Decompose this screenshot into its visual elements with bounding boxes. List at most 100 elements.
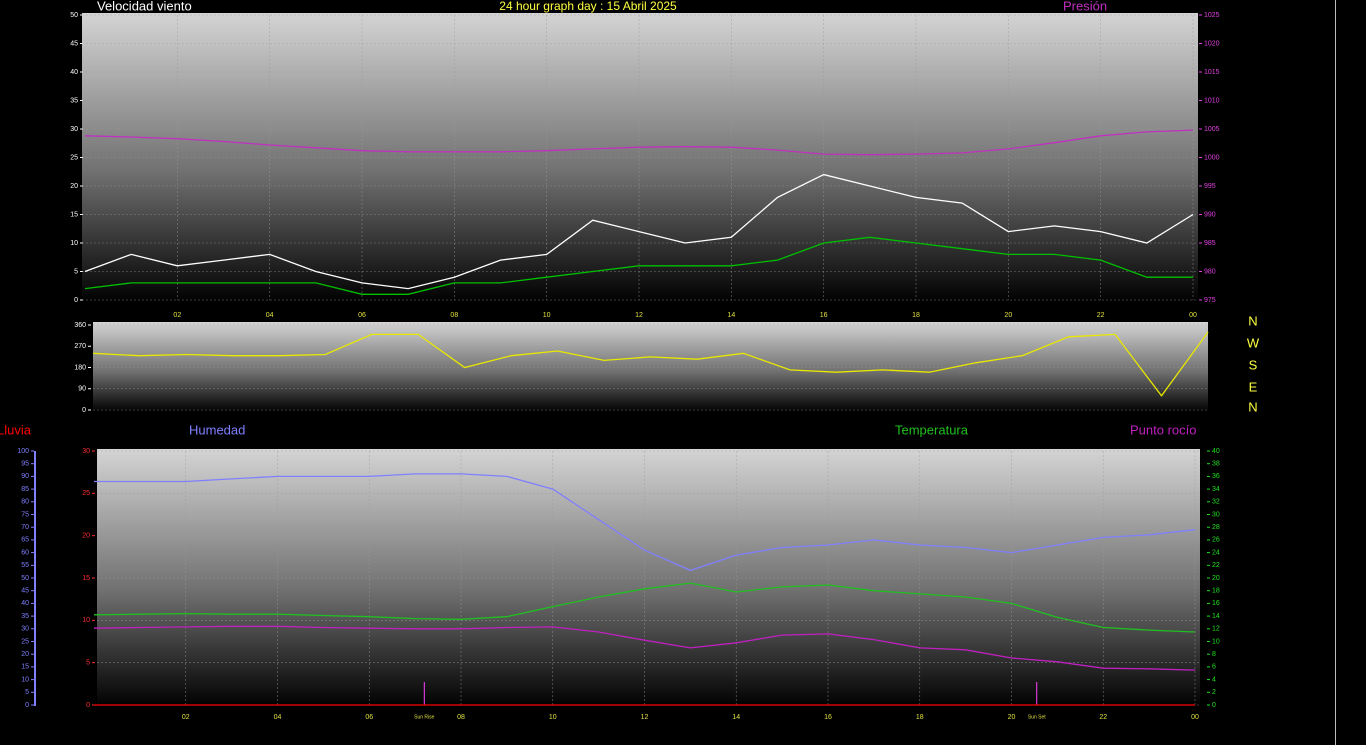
series-line [84,129,1194,156]
y3-tick-label: 0 [25,702,29,709]
y3-tick-label: 20 [21,651,29,658]
y3-tick-label: 80 [21,499,29,506]
y2-tick-label: 34 [1212,486,1220,493]
y2-tick-label: 1010 [1204,97,1220,104]
series-name: Humedad [189,422,245,437]
x-tick-label: 06 [365,714,373,721]
y-tick-label: 35 [70,97,78,104]
x-tick-label: 16 [824,714,832,721]
y3-tick-label: 40 [21,600,29,607]
y-tick-label: 25 [82,490,90,497]
x-tick-label: 04 [274,714,282,721]
plot-area-wind [82,13,1198,303]
y-tick-label: 20 [82,533,90,540]
y3-tick-label: 55 [21,562,29,569]
y-tick-label: 40 [70,69,78,76]
y2-tick-label: 8 [1212,651,1216,658]
x-tick-label: 12 [635,312,643,319]
y3-tick-label: 15 [21,664,29,671]
x-tick-label: 02 [173,312,181,319]
direction-label: E [1249,379,1258,394]
y-tick-label: 30 [70,126,78,133]
y2-tick-label: 975 [1204,297,1216,304]
y2-tick-label: 985 [1204,240,1216,247]
y2-tick-label: 26 [1212,537,1220,544]
y2-tick-label: 36 [1212,473,1220,480]
y3-tick-label: 85 [21,486,29,493]
x-tick-label: 18 [912,312,920,319]
y2-tick-label: 16 [1212,600,1220,607]
y3-tick-label: 50 [21,575,29,582]
direction-label: N [1248,313,1257,328]
y-tick-label: 0 [86,702,90,709]
y-tick-label: 5 [86,660,90,667]
x-tick-label: 22 [1099,714,1107,721]
y2-tick-label: 18 [1212,588,1220,595]
x-tick-label: 20 [1004,312,1012,319]
y2-tick-label: 10 [1212,638,1220,645]
y2-tick-label: 6 [1212,664,1216,671]
series-name: Velocidad viento [97,0,192,13]
x-tick-label: 22 [1097,312,1105,319]
x-tick-label: 00 [1191,714,1199,721]
y3-tick-label: 60 [21,549,29,556]
direction-label: S [1249,357,1258,372]
series-line [84,236,1193,295]
y-tick-label: 0 [74,297,78,304]
y2-tick-label: 40 [1212,448,1220,455]
y2-tick-label: 1020 [1204,40,1220,47]
series-line [84,173,1194,290]
y2-tick-label: 0 [1212,702,1216,709]
y2-tick-label: 1000 [1204,154,1220,161]
y3-tick-label: 5 [25,689,29,696]
x-tick-label: 06 [358,312,366,319]
series-name: Temperatura [895,422,969,437]
y2-tick-label: 38 [1212,461,1220,468]
y2-tick-label: 32 [1212,499,1220,506]
y-tick-label: 30 [82,448,90,455]
y2-tick-label: 1025 [1204,12,1220,19]
y-tick-label: 270 [74,343,86,350]
y-tick-label: 10 [70,240,78,247]
x-tick-label: 16 [820,312,828,319]
y2-tick-label: 990 [1204,211,1216,218]
y3-tick-label: 65 [21,537,29,544]
y3-tick-label: 95 [21,461,29,468]
series-line [94,473,1196,572]
x-tick-label: 04 [266,312,274,319]
x-tick-label: 02 [182,714,190,721]
y2-tick-label: 980 [1204,268,1216,275]
y2-tick-label: 1015 [1204,69,1220,76]
series-line [93,582,1196,633]
series-name: Punto rocío [1130,422,1197,437]
y2-tick-label: 995 [1204,183,1216,190]
y-tick-label: 10 [82,617,90,624]
annotation-label: Sun Set [1028,714,1046,720]
y3-tick-label: 100 [17,448,29,455]
y-tick-label: 90 [78,386,86,393]
x-tick-label: 14 [732,714,740,721]
x-tick-label: 08 [457,714,465,721]
y3-tick-label: 35 [21,613,29,620]
y2-tick-label: 2 [1212,689,1216,696]
y2-tick-label: 4 [1212,676,1216,683]
y2-tick-label: 12 [1212,626,1220,633]
y2-tick-label: 28 [1212,524,1220,531]
x-tick-label: 12 [641,714,649,721]
annotation-label: Sun Rise [414,714,435,720]
y-tick-label: 15 [70,211,78,218]
y3-tick-label: 75 [21,511,29,518]
y3-tick-label: 10 [21,676,29,683]
chart-title: 24 hour graph day : 15 Abril 2025 [499,0,677,13]
series-name: Presión [1063,0,1107,13]
direction-label: W [1247,335,1260,350]
series-line [92,331,1209,397]
y-tick-label: 360 [74,322,86,329]
y-tick-label: 45 [70,40,78,47]
plot-area-direction [93,322,1208,412]
x-tick-label: 08 [450,312,458,319]
y2-tick-label: 14 [1212,613,1220,620]
y3-tick-label: 70 [21,524,29,531]
x-tick-label: 20 [1008,714,1016,721]
